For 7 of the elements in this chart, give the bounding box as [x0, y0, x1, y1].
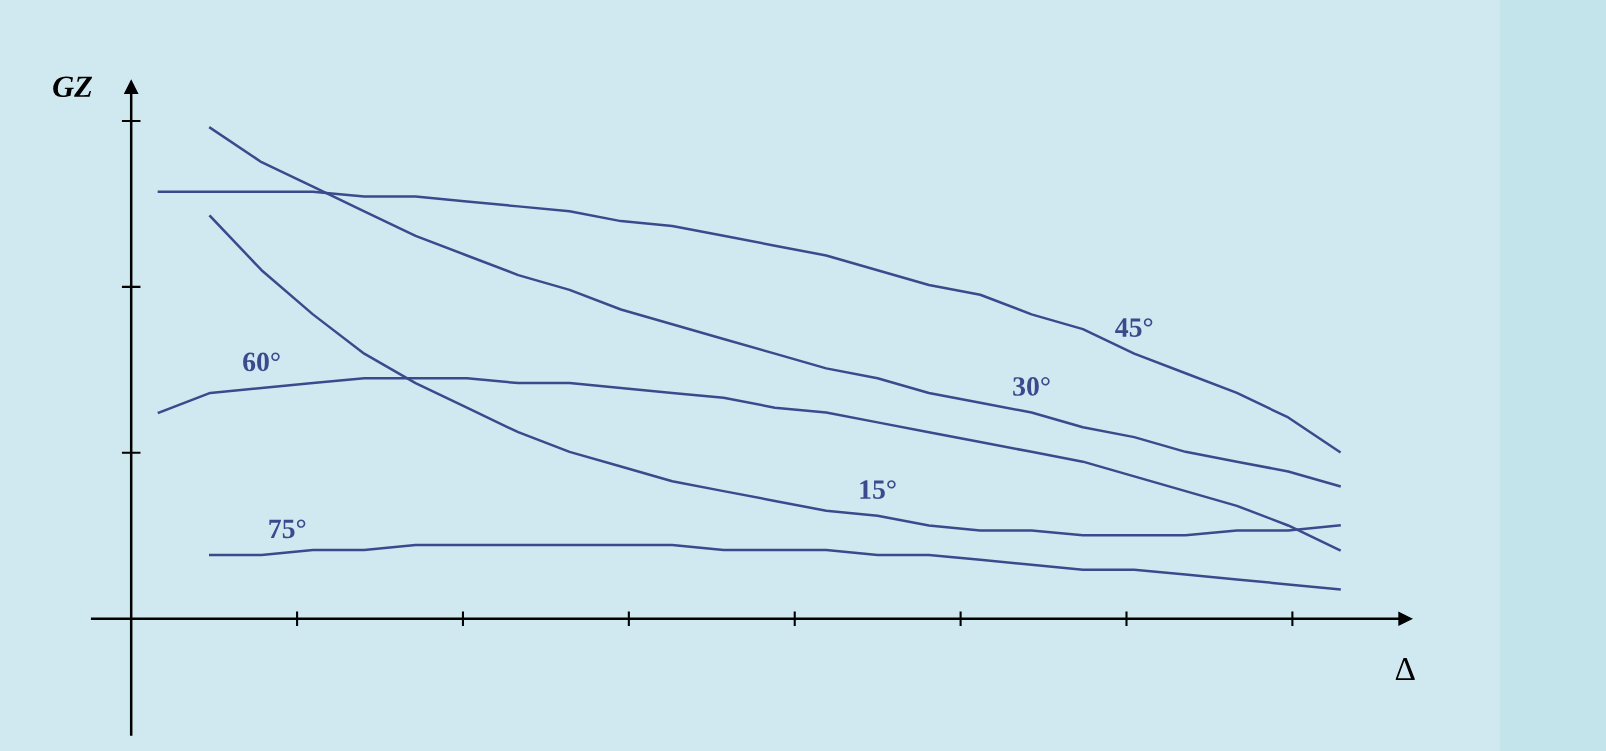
y-axis-title: GZ	[53, 76, 93, 98]
series-label: 30°	[1013, 377, 1050, 396]
series-label: 75°	[269, 519, 306, 539]
series-label: 15°	[860, 480, 896, 499]
series-label: 60°	[243, 352, 280, 372]
x-axis-title: Δ	[1395, 658, 1415, 681]
series-label: 45°	[1115, 318, 1153, 337]
